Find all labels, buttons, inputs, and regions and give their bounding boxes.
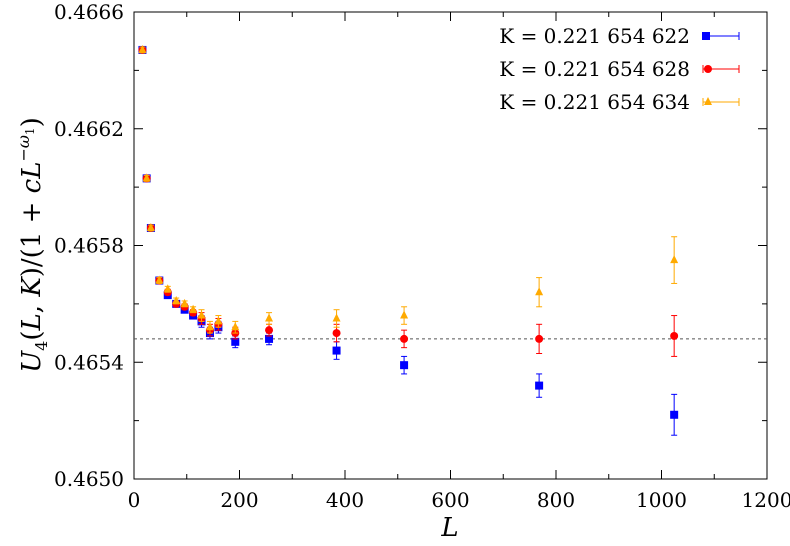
y-tick-label: 0.4654: [54, 350, 124, 374]
legend-label: K = 0.221 654 634: [499, 90, 690, 114]
data-point: [231, 337, 240, 346]
y-tick-label: 0.4658: [54, 234, 124, 258]
y-axis-label: U4(L, K)/(1 + cL−ω1): [14, 117, 51, 372]
data-point: [231, 322, 240, 331]
legend-key: [702, 32, 740, 40]
data-point: [180, 298, 189, 307]
x-tick-label: 800: [537, 488, 575, 512]
data-point: [214, 316, 223, 325]
y-tick-label: 0.4650: [54, 467, 124, 491]
x-tick-label: 400: [326, 488, 364, 512]
legend-label: K = 0.221 654 628: [499, 57, 690, 81]
data-point: [205, 322, 214, 331]
legend-key: [702, 65, 740, 73]
data-point: [670, 410, 679, 419]
data-point: [535, 381, 544, 390]
y-tick-label: 0.4666: [54, 0, 124, 24]
data-point: [400, 361, 409, 370]
x-tick-label: 1200: [742, 488, 790, 512]
data-point: [146, 222, 155, 231]
legend-label: K = 0.221 654 622: [499, 24, 690, 48]
x-axis-label: L: [440, 513, 458, 543]
data-point: [265, 313, 274, 322]
data-point: [163, 284, 172, 293]
data-point: [142, 173, 151, 182]
data-point: [265, 334, 274, 343]
series-triangle: [138, 44, 679, 334]
data-point: [332, 346, 341, 355]
legend: K = 0.221 654 622 K = 0.221 654 628 K = 0.…: [499, 24, 740, 114]
x-tick-label: 200: [220, 488, 258, 512]
data-point: [670, 255, 679, 264]
series-layer: [138, 44, 679, 436]
data-point: [535, 287, 544, 296]
data-point: [332, 313, 341, 322]
data-point: [332, 329, 341, 338]
data-point: [197, 310, 206, 319]
data-point: [400, 310, 409, 319]
data-point: [670, 331, 679, 340]
x-tick-label: 1000: [636, 488, 687, 512]
x-tick-label: 0: [128, 488, 141, 512]
plot-frame: [133, 11, 768, 480]
data-point: [265, 326, 274, 335]
x-tick-label: 600: [431, 488, 469, 512]
legend-key: [702, 97, 740, 106]
y-tick-label: 0.4662: [54, 117, 124, 141]
data-point: [535, 334, 544, 343]
data-point: [172, 295, 181, 304]
x-axis: 0 200 400 600 800 1000 1200: [128, 12, 790, 512]
data-point: [155, 275, 164, 284]
data-point: [138, 44, 147, 53]
data-point: [189, 304, 198, 313]
data-point: [400, 334, 409, 343]
svg-text:U4(L, K)/(1 + cL−ω1): U4(L, K)/(1 + cL−ω1): [14, 117, 51, 372]
y-axis: 0.4650 0.4654 0.4658 0.4662 0.4666: [54, 0, 767, 491]
